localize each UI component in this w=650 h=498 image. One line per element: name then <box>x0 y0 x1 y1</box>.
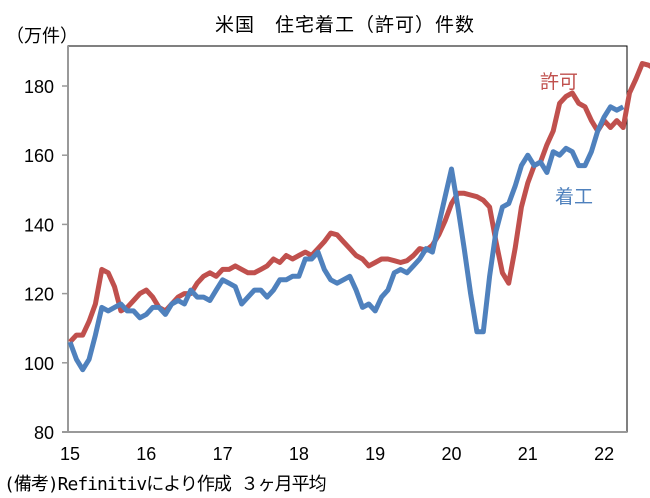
x-axis: 15 16 17 18 19 20 21 22 <box>60 444 614 464</box>
x-tick-label: 21 <box>518 444 538 464</box>
y-tick-label: 80 <box>34 423 54 443</box>
chart-title: 米国 住宅着工（許可）件数 <box>214 14 475 36</box>
x-tick-label: 19 <box>365 444 385 464</box>
footnote: (備考)Refinitivにより作成 ３ヶ月平均 <box>4 474 327 495</box>
y-tick-label: 100 <box>24 354 54 374</box>
x-tick-label: 20 <box>441 444 461 464</box>
x-tick-label: 22 <box>594 444 614 464</box>
x-tick-label: 16 <box>136 444 156 464</box>
y-tick-label: 180 <box>24 77 54 97</box>
plot-frame <box>67 45 628 433</box>
starts-series-label: 着工 <box>555 186 593 208</box>
permits-series-label: 許可 <box>540 71 578 93</box>
y-axis: 80 100 120 140 160 180 <box>24 46 627 443</box>
y-tick-label: 120 <box>24 285 54 305</box>
x-tick-label: 17 <box>213 444 233 464</box>
starts-line <box>67 104 625 373</box>
x-tick-label: 15 <box>60 444 80 464</box>
x-tick-label: 18 <box>289 444 309 464</box>
y-tick-label: 160 <box>24 146 54 166</box>
y-axis-unit-label: （万件） <box>6 26 78 47</box>
y-tick-label: 140 <box>24 215 54 235</box>
